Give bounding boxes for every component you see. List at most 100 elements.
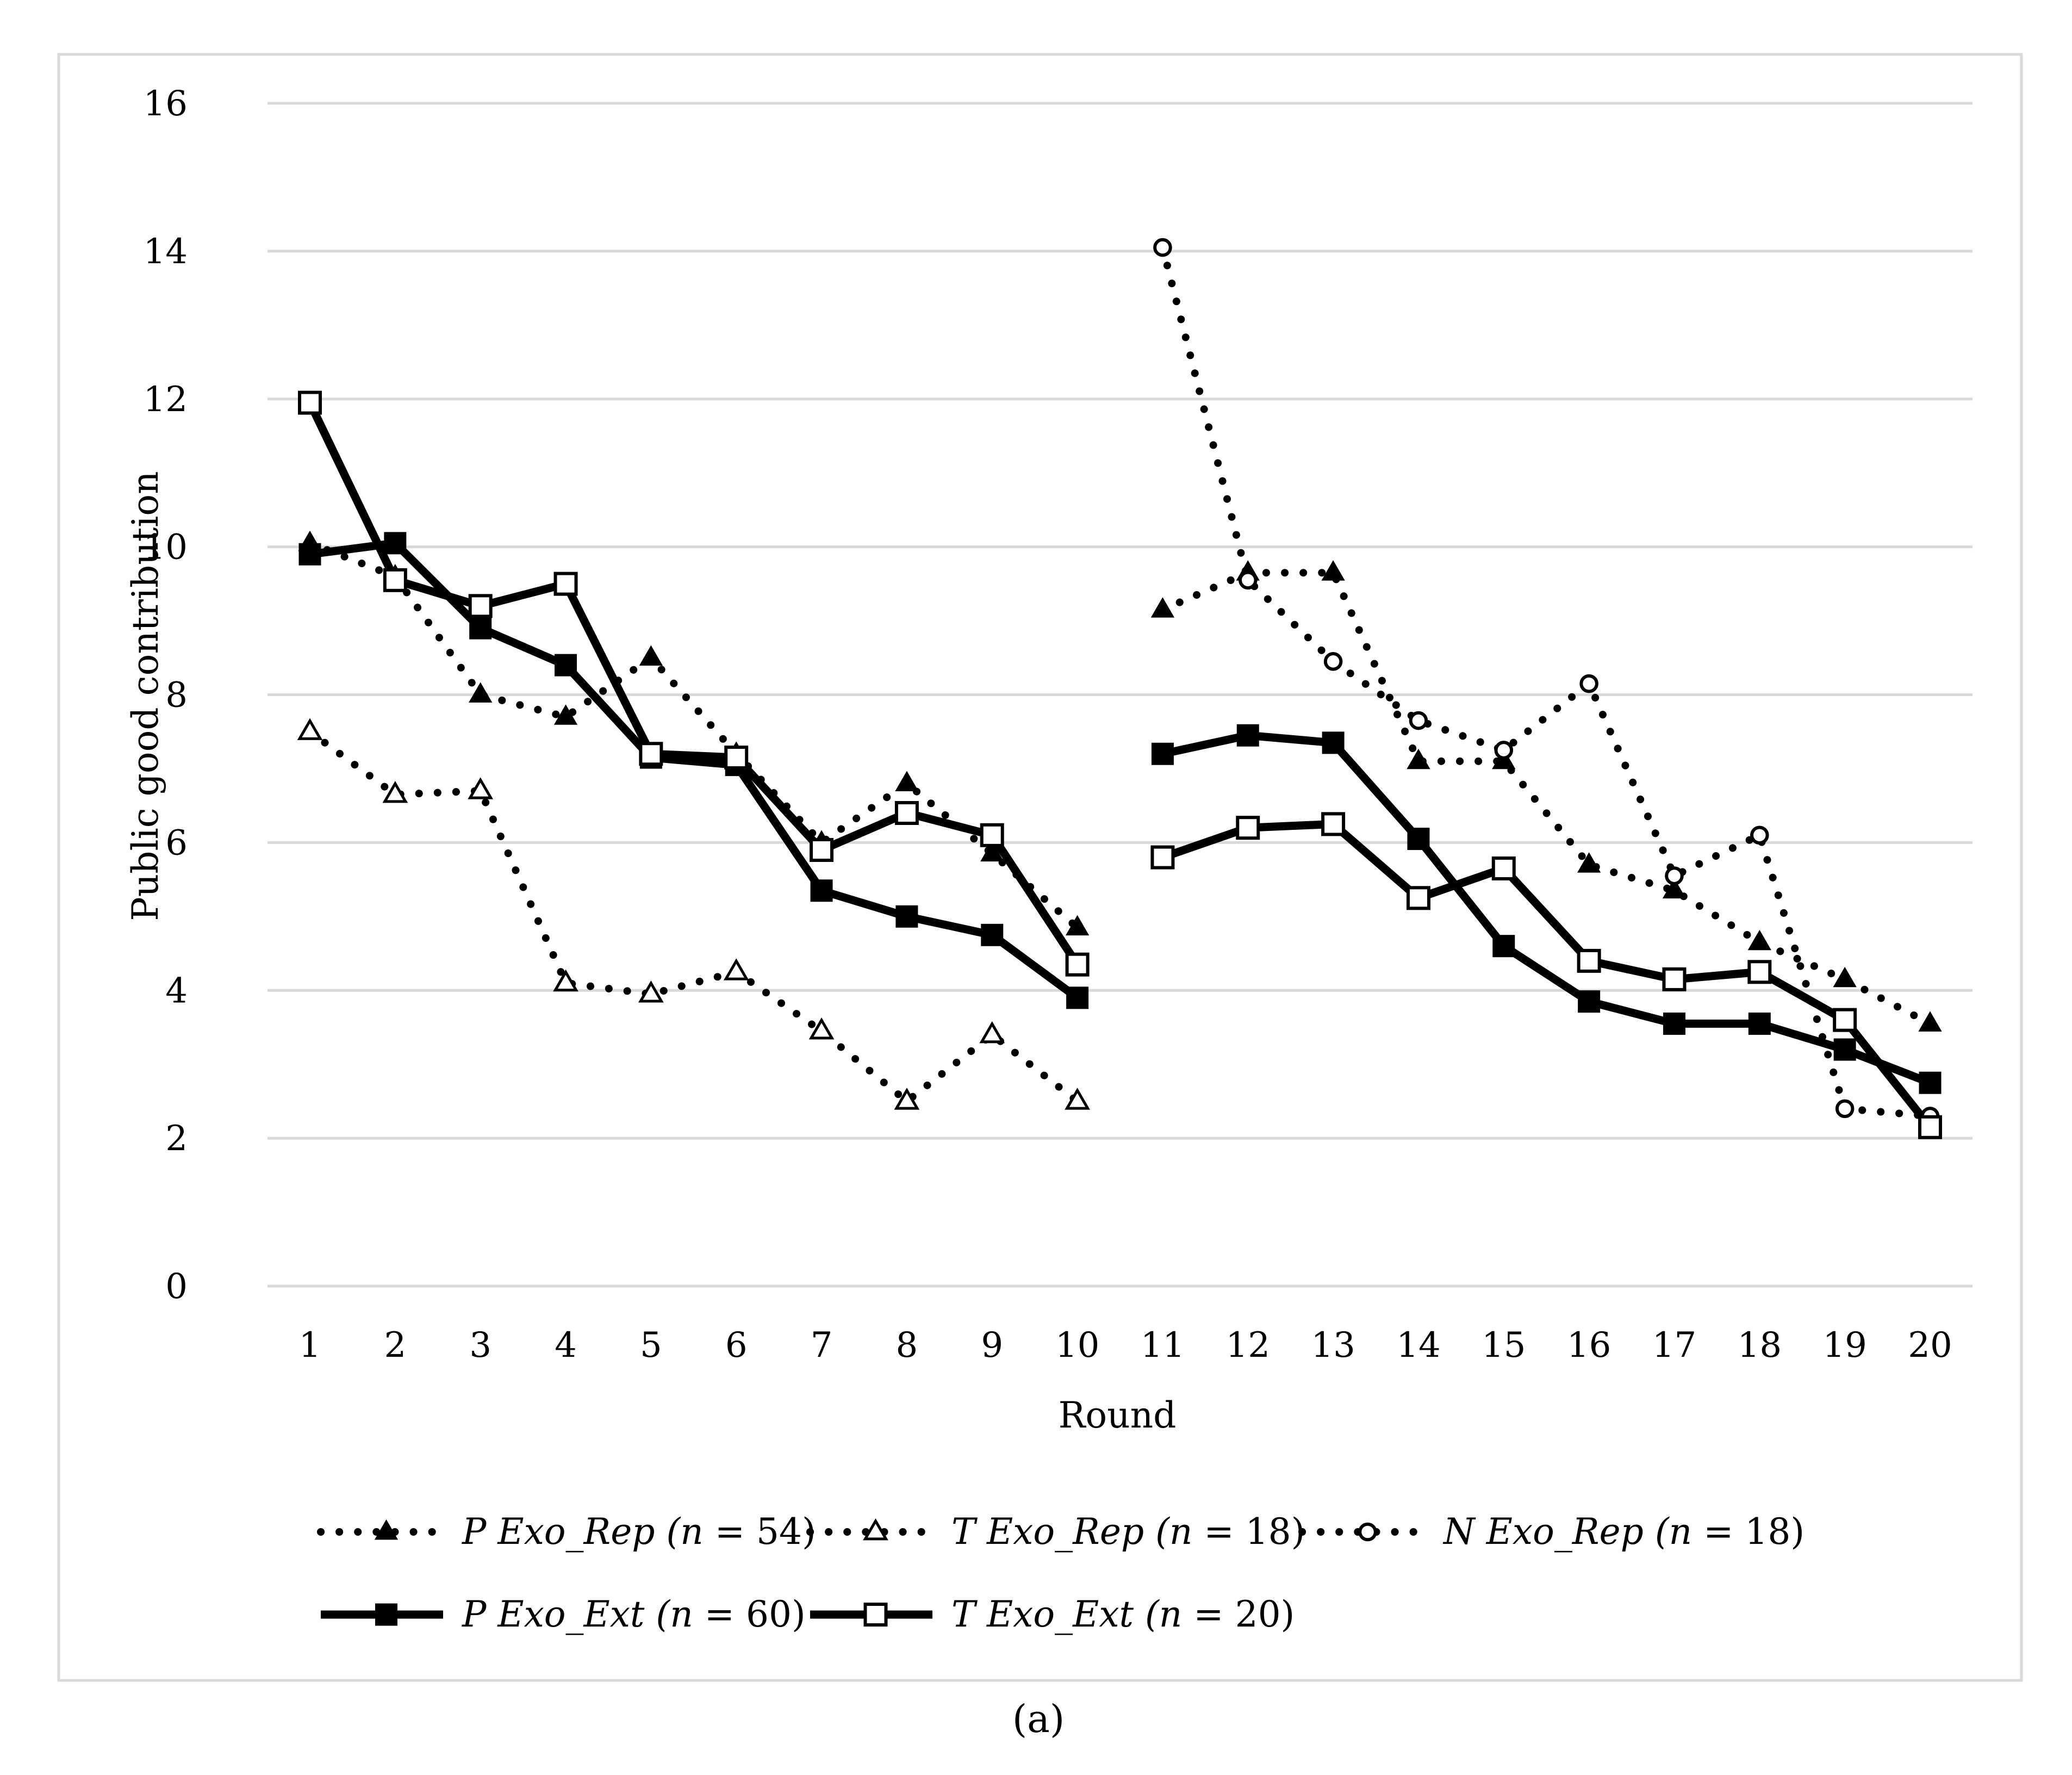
filled-triangle-marker bbox=[980, 841, 1004, 862]
filled-triangle-marker bbox=[1747, 929, 1771, 951]
open-circle-marker bbox=[1835, 1099, 1855, 1119]
legend-label-count: = 60) bbox=[693, 1593, 806, 1635]
open-circle-marker bbox=[1579, 674, 1598, 693]
x-tick-label: 10 bbox=[1055, 1325, 1099, 1366]
open-square-marker bbox=[980, 823, 1004, 847]
legend-label-count: = 20) bbox=[1182, 1593, 1295, 1635]
open-circle-marker bbox=[1494, 741, 1514, 760]
legend-label-n: n bbox=[670, 1593, 693, 1635]
y-tick-labels: 0 2 4 6 8 10 12 14 16 bbox=[144, 84, 188, 1307]
open-triangle-marker bbox=[382, 780, 408, 803]
open-triangle-marker bbox=[297, 718, 323, 740]
x-tick-label: 1 bbox=[299, 1325, 321, 1366]
open-circle-marker bbox=[1153, 238, 1172, 257]
legend-label-n: n bbox=[1159, 1593, 1183, 1635]
legend-label-name: N Exo_Rep ( bbox=[1442, 1511, 1670, 1553]
filled-triangle-marker bbox=[553, 704, 578, 725]
open-circle-marker bbox=[1665, 866, 1684, 885]
x-tick-label: 18 bbox=[1738, 1325, 1782, 1366]
filled-square-marker bbox=[298, 543, 321, 566]
open-circle-marker bbox=[1358, 1522, 1377, 1542]
legend-label-count: = 18) bbox=[1192, 1511, 1305, 1553]
legend-item-p-exo-ext: P Exo_Ext (n = 60) bbox=[321, 1593, 806, 1635]
filled-triangle-marker bbox=[1833, 966, 1857, 988]
legend-item-p-exo-rep: P Exo_Rep (n = 54) bbox=[317, 1511, 816, 1553]
filled-square-marker bbox=[1492, 935, 1515, 958]
filled-square-marker bbox=[469, 617, 492, 640]
series-line-p-exo-rep bbox=[1159, 569, 1934, 1028]
legend-item-n-exo-rep: N Exo_Rep (n = 18) bbox=[1298, 1511, 1805, 1553]
filled-triangle-marker bbox=[1662, 878, 1687, 899]
x-tick-label: 3 bbox=[469, 1325, 491, 1366]
open-square-marker bbox=[1577, 948, 1601, 973]
x-tick-label: 9 bbox=[981, 1325, 1003, 1366]
filled-triangle-marker bbox=[1407, 748, 1430, 769]
open-triangle-marker bbox=[638, 980, 664, 1003]
open-square-marker bbox=[1833, 1008, 1857, 1032]
open-square-marker bbox=[810, 837, 834, 862]
open-square-marker bbox=[553, 572, 578, 596]
legend-label-name: T Exo_Ext ( bbox=[951, 1593, 1160, 1635]
legend-label-t-exo-ext: T Exo_Ext (n = 20) bbox=[951, 1593, 1295, 1635]
x-tick-label: 11 bbox=[1141, 1325, 1185, 1366]
filled-triangle-marker bbox=[1150, 597, 1175, 618]
open-circle-marker bbox=[1323, 652, 1343, 671]
filled-square-marker bbox=[375, 1603, 397, 1626]
legend-label-name: P Exo_Ext ( bbox=[462, 1593, 670, 1635]
x-tick-label: 8 bbox=[896, 1325, 918, 1366]
x-tick-label: 2 bbox=[384, 1325, 406, 1366]
legend: P Exo_Rep (n = 54) T Exo_Rep (n = 18) N Ex… bbox=[317, 1511, 1805, 1635]
legend-label-n-exo-rep: N Exo_Rep (n = 18) bbox=[1442, 1511, 1805, 1553]
legend-label-p-exo-rep: P Exo_Rep (n = 54) bbox=[462, 1511, 816, 1553]
x-tick-label: 4 bbox=[555, 1325, 577, 1366]
open-square-marker bbox=[1236, 816, 1260, 840]
y-axis-label: Public good contribution bbox=[125, 471, 166, 921]
series-markers bbox=[297, 238, 1942, 1139]
series-lines bbox=[306, 244, 1934, 1130]
y-tick-label: 14 bbox=[144, 232, 188, 272]
series-line-p-exo-ext bbox=[309, 539, 1080, 1001]
open-triangle-marker bbox=[894, 1088, 920, 1110]
x-tick-label: 19 bbox=[1822, 1325, 1866, 1366]
x-tick-label: 6 bbox=[725, 1325, 748, 1366]
filled-square-marker bbox=[1151, 742, 1174, 765]
y-tick-label: 10 bbox=[144, 527, 188, 568]
filled-square-marker bbox=[810, 879, 833, 902]
open-square-marker bbox=[1065, 952, 1090, 977]
filled-square-marker bbox=[1833, 1038, 1856, 1061]
open-square-marker bbox=[724, 746, 749, 770]
x-tick-label: 13 bbox=[1311, 1325, 1355, 1366]
x-tick-label: 14 bbox=[1396, 1325, 1440, 1366]
filled-square-marker bbox=[1748, 1012, 1771, 1035]
open-square-marker bbox=[863, 1603, 888, 1627]
series-line-t-exo-rep bbox=[306, 728, 1081, 1107]
open-square-marker bbox=[298, 390, 322, 415]
filled-triangle-marker bbox=[374, 1519, 399, 1540]
filled-triangle-marker bbox=[1065, 915, 1090, 936]
x-tick-label: 12 bbox=[1226, 1325, 1270, 1366]
open-square-marker bbox=[468, 594, 493, 618]
y-tick-label: 16 bbox=[144, 84, 188, 124]
open-triangle-marker bbox=[468, 777, 494, 799]
open-square-marker bbox=[1150, 845, 1175, 870]
open-square-marker bbox=[1491, 856, 1516, 880]
gridlines bbox=[267, 102, 1973, 1288]
filled-triangle-marker bbox=[1577, 852, 1601, 873]
open-triangle-marker bbox=[808, 1017, 835, 1040]
filled-square-marker bbox=[1407, 828, 1430, 851]
filled-square-marker bbox=[1919, 1071, 1942, 1094]
x-tick-label: 7 bbox=[811, 1325, 833, 1366]
open-square-marker bbox=[1662, 967, 1687, 991]
open-square-marker bbox=[894, 801, 919, 825]
x-axis-label: Round bbox=[1059, 1394, 1177, 1436]
filled-triangle-marker bbox=[1321, 560, 1345, 581]
open-square-marker bbox=[639, 742, 663, 766]
legend-label-n: n bbox=[1169, 1511, 1193, 1553]
filled-square-marker bbox=[1066, 986, 1089, 1009]
y-tick-label: 0 bbox=[165, 1267, 188, 1307]
filled-square-marker bbox=[981, 923, 1004, 946]
open-circle-marker bbox=[1238, 570, 1258, 590]
x-tick-labels: 1 2 3 4 5 6 7 8 9 10 11 12 13 14 15 16 17 18 19 20 bbox=[299, 1325, 1952, 1366]
open-square-marker bbox=[1918, 1115, 1942, 1139]
